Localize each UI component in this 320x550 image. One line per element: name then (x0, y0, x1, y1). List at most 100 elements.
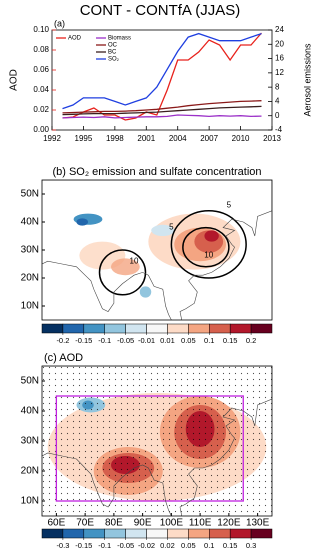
y2-tick-label: -4 (275, 125, 283, 134)
anomaly-patch (76, 218, 88, 226)
contour-label: 10 (204, 251, 213, 260)
colorbar-label: 0.2 (246, 336, 256, 345)
contour-label: 5 (227, 200, 232, 209)
y-tick-label: 50N (21, 189, 39, 200)
panel-title: (b) SO₂ emission and sulfate concentrati… (52, 166, 261, 178)
x-tick-label: 2004 (169, 134, 187, 143)
x-tick-label: 1995 (75, 134, 93, 143)
y-tick-label: 50N (21, 376, 39, 387)
x-tick-label: 1992 (43, 134, 61, 143)
y2-tick-label: 20 (275, 39, 284, 48)
contour-label: 5 (169, 223, 174, 232)
colorbar-swatch (125, 323, 147, 334)
x-tick-label: 2007 (200, 134, 218, 143)
contour-label: 10 (130, 256, 139, 265)
y2-tick-label: 8 (275, 82, 280, 91)
anomaly-patch (139, 286, 152, 298)
y-tick-label: 40N (21, 406, 39, 417)
y-tick-label: 10N (21, 496, 39, 507)
region-box (55, 395, 244, 502)
y-tick-label: 0.00 (33, 125, 49, 134)
stipple (42, 366, 272, 516)
contour (182, 226, 230, 268)
colorbar-label: 0.1 (204, 541, 214, 550)
colorbar-swatch (104, 323, 126, 334)
colorbar-swatch (83, 323, 105, 334)
anomaly-patch (111, 258, 140, 276)
colorbar-label: 0.02 (160, 541, 175, 550)
colorbar-swatch (229, 528, 252, 539)
colorbar-label: 0.3 (246, 541, 256, 550)
colorbar-swatch (62, 528, 85, 539)
colorbar-swatch (250, 528, 273, 539)
y-tick-label: 10N (21, 301, 39, 312)
contour (170, 210, 247, 279)
legend-label: BC (108, 50, 117, 56)
x-tick-label: 130E (246, 518, 270, 529)
panel-label: (a) (54, 18, 65, 28)
y-tick-label: 20N (21, 466, 39, 477)
plot-frame (51, 29, 273, 131)
colorbar-label: -0.02 (138, 541, 155, 550)
colorbar-swatch (41, 323, 64, 334)
colorbar-swatch (167, 323, 189, 334)
colorbar-swatch (41, 528, 64, 539)
colorbar-label: 0.15 (223, 336, 238, 345)
colorbar-label: -0.05 (117, 541, 134, 550)
coastline (42, 180, 272, 320)
colorbar-label: -0.3 (56, 541, 69, 550)
series-line (62, 105, 262, 116)
series-line (62, 114, 262, 119)
y2-axis-label: Aerosol emissions (302, 43, 312, 117)
colorbar-label: 0.05 (181, 541, 196, 550)
colorbar-swatch (83, 528, 105, 539)
colorbar-swatch (62, 323, 85, 334)
colorbar-label: 0.01 (160, 336, 175, 345)
legend-label: SO₂ (108, 57, 120, 63)
colorbar-label: -0.01 (138, 336, 155, 345)
colorbar-swatch (167, 528, 189, 539)
colorbar-label: 0.1 (204, 336, 214, 345)
figure-title: CONT - CONTfA (JJAS) (80, 2, 241, 19)
colorbar-swatch (125, 528, 147, 539)
colorbar-swatch (146, 528, 168, 539)
y2-tick-label: 16 (275, 54, 284, 63)
y-tick-label: 0.02 (33, 105, 49, 114)
colorbar-label: 0.15 (223, 541, 238, 550)
legend-label: OC (108, 43, 118, 49)
colorbar-label: 0.05 (181, 336, 196, 345)
colorbar-swatch (209, 528, 231, 539)
y2-tick-label: 24 (275, 25, 284, 34)
colorbar-label: -0.1 (98, 541, 111, 550)
coastline (42, 366, 272, 516)
legend-label: AOD (68, 36, 82, 42)
y-tick-label: 40N (21, 217, 39, 228)
y2-tick-label: 4 (275, 97, 280, 106)
y2-tick-label: 12 (275, 68, 284, 77)
series-line (62, 32, 262, 110)
series-line (62, 100, 262, 114)
y-tick-label: 30N (21, 245, 39, 256)
x-tick-label: 60E (47, 518, 65, 529)
colorbar-swatch (188, 323, 210, 334)
colorbar-swatch (229, 323, 252, 334)
colorbar-swatch (209, 323, 231, 334)
x-tick-label: 90E (134, 518, 152, 529)
map-area: 5 5 10 10 (42, 180, 272, 320)
colorbar-label: -0.1 (98, 336, 111, 345)
anomaly-patch (151, 224, 175, 236)
anomaly-patch (204, 230, 219, 242)
x-tick-label: 2001 (137, 134, 155, 143)
y-tick-label: 0.08 (33, 45, 49, 54)
y-tick-label: 0.06 (33, 65, 49, 74)
x-tick-label: 80E (105, 518, 123, 529)
colorbar-label: -0.2 (56, 336, 69, 345)
panel-title: (c) AOD (44, 352, 83, 364)
x-tick-label: 120E (217, 518, 241, 529)
colorbar-label: -0.05 (117, 336, 134, 345)
colorbar-label: -0.15 (75, 541, 92, 550)
y-tick-label: 30N (21, 436, 39, 447)
y-tick-label: 0.10 (33, 25, 49, 34)
x-tick-label: 70E (76, 518, 94, 529)
colorbar-swatch (146, 323, 168, 334)
